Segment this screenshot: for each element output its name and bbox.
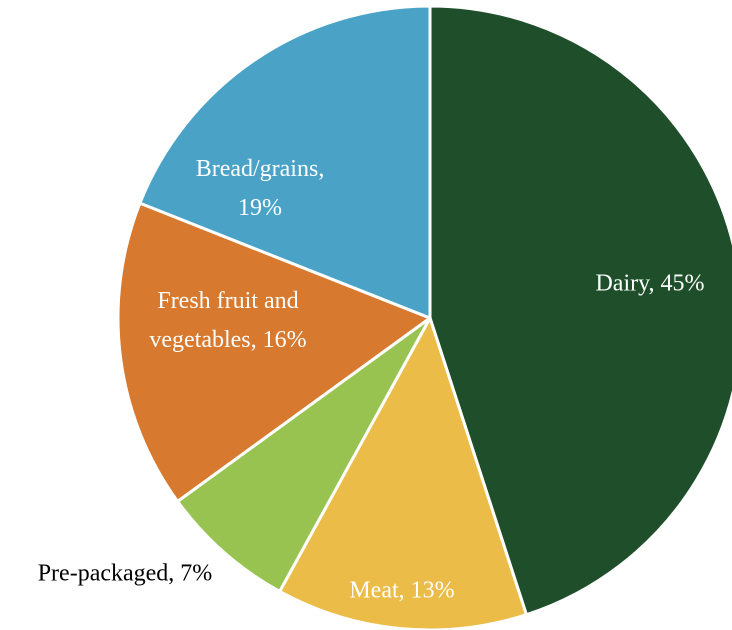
pie-slices <box>116 4 732 630</box>
pie-slice-label-line: vegetables, 16% <box>149 327 306 353</box>
pie-slice-3 <box>116 201 432 503</box>
pie-slice-4 <box>138 4 432 320</box>
pie-slice-label-line: Bread/grains, <box>196 156 325 182</box>
pie-slice-0 <box>428 4 732 617</box>
pie-slice-label-3: Fresh fruit and vegetables, 16% <box>149 288 306 353</box>
pie-slice-2 <box>176 316 432 593</box>
pie-slice-label-0: Dairy, 45% <box>595 271 704 297</box>
pie-slice-label-line: 19% <box>238 195 282 221</box>
pie-slice-label-line: Dairy, 45% <box>595 271 704 297</box>
pie-slice-label-line: Pre-packaged, 7% <box>38 561 213 587</box>
pie-slice-label-2: Pre-packaged, 7% <box>38 561 213 587</box>
pie-slice-1 <box>278 316 528 630</box>
pie-slice-label-line: Fresh fruit and <box>157 288 298 314</box>
pie-slice-label-line: Meat, 13% <box>349 578 454 604</box>
pie-slice-label-4: Bread/grains, 19% <box>196 156 325 221</box>
pie-labels: Dairy, 45% Meat, 13% Pre-packaged, 7% Fresh… <box>38 156 705 604</box>
pie-slice-label-1: Meat, 13% <box>349 578 454 604</box>
